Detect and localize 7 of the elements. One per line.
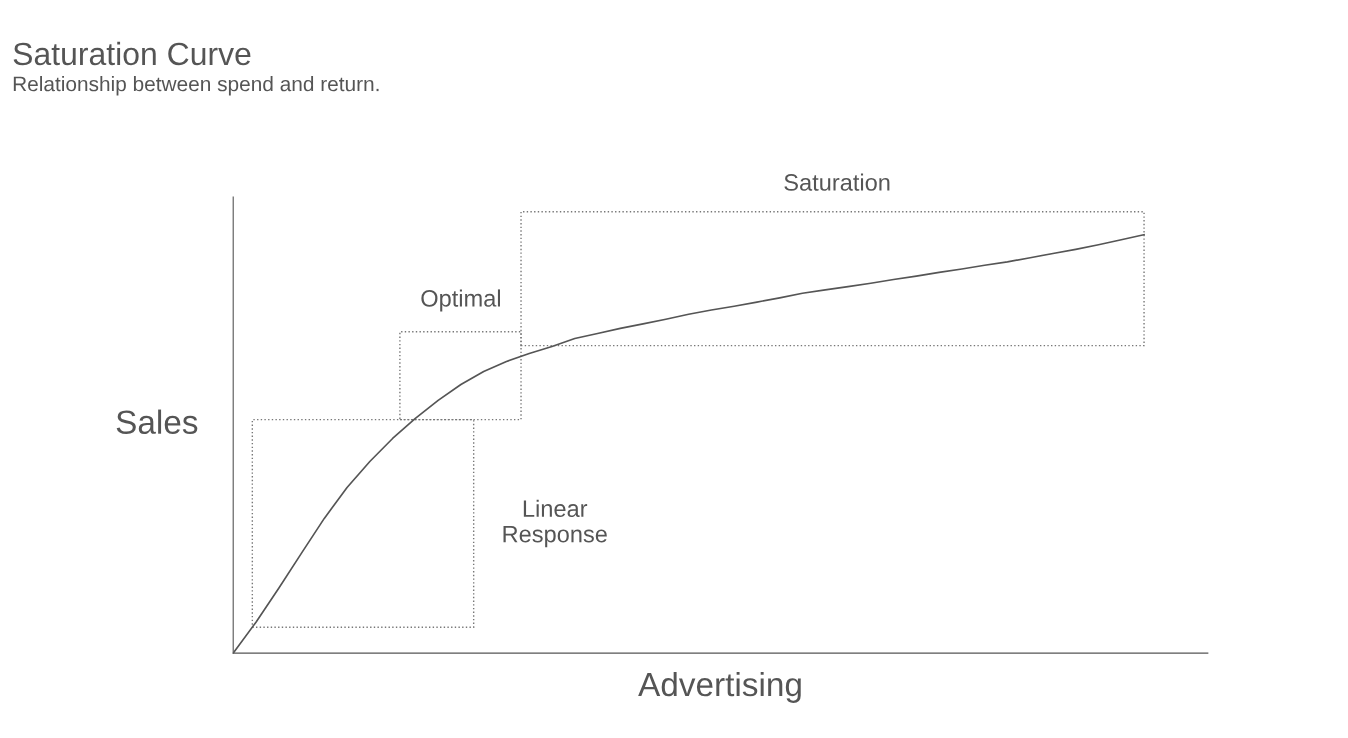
chart-title: Saturation Curve (13, 41, 251, 66)
annotation: Linear Response (503, 499, 607, 548)
chart-subtitle: Relationship between spend and return. (13, 76, 379, 96)
text: Saturation (784, 173, 890, 191)
annotation: Optimal (421, 289, 501, 312)
x-axis-title: Advertising (638, 671, 801, 703)
y-axis-title: Sales (116, 409, 198, 435)
